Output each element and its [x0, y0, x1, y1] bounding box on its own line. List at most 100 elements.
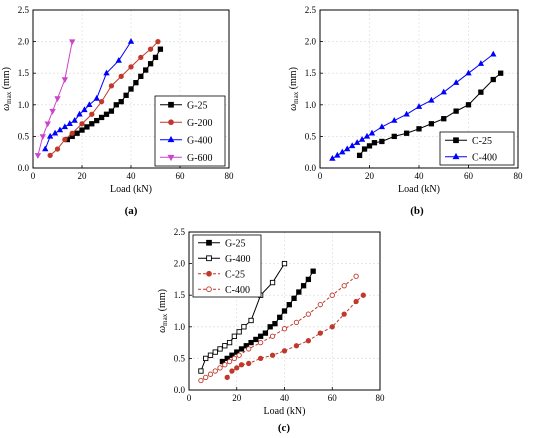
data-point	[360, 292, 366, 298]
series-c-400	[198, 273, 359, 384]
legend-label: G-600	[187, 153, 213, 164]
series-c-400	[329, 50, 497, 161]
data-point	[198, 377, 204, 384]
y-axis-label-unit: (mm)	[288, 67, 299, 92]
data-point	[212, 368, 218, 374]
data-point	[203, 355, 209, 362]
legend-label: G-400	[187, 135, 213, 146]
data-point	[490, 76, 496, 83]
data-point	[293, 319, 300, 326]
data-point	[300, 283, 307, 289]
data-point	[231, 355, 238, 362]
data-point	[79, 127, 85, 133]
data-point	[391, 117, 398, 123]
data-point	[74, 130, 80, 136]
data-point	[281, 348, 288, 354]
data-point	[54, 96, 61, 103]
data-point	[115, 56, 122, 63]
data-point	[363, 132, 371, 139]
x-axis-label: Load (kN)	[110, 184, 152, 195]
data-point	[39, 134, 46, 140]
x-tick-label: 40	[415, 171, 425, 181]
data-point	[98, 114, 105, 121]
data-point	[113, 102, 119, 108]
x-tick-label: 20	[365, 171, 375, 181]
data-point	[272, 320, 278, 327]
legend-frame	[439, 131, 515, 166]
data-point	[203, 374, 209, 381]
data-point	[428, 96, 435, 103]
chart-panel-1: 0 20 40 60 80 0.0 0.5 1.0 1.5 2.0 2.5 Load (kN) ωmax…	[1, 5, 234, 217]
data-point	[465, 69, 472, 76]
legend-label: G-400	[225, 254, 251, 265]
data-point	[236, 352, 242, 358]
x-tick-label: 80	[225, 171, 235, 181]
data-point	[231, 333, 238, 339]
data-point	[353, 273, 359, 279]
y-tick-label: 1.0	[305, 100, 317, 110]
data-point	[329, 292, 335, 298]
x-tick-label: 0	[31, 171, 36, 181]
legend-marker	[453, 137, 459, 144]
x-axis-label: Load (kN)	[398, 184, 440, 195]
data-point	[138, 54, 144, 61]
data-point	[147, 61, 154, 67]
x-tick-label: 80	[376, 393, 386, 403]
data-point	[118, 98, 124, 105]
y-tick-label: 2.0	[305, 37, 317, 47]
data-point	[305, 276, 312, 283]
data-point	[262, 330, 269, 336]
y-axis-label-symbol: ω	[1, 104, 12, 111]
data-point	[152, 54, 159, 61]
y-tick-label: 0.5	[305, 131, 317, 141]
data-point	[94, 117, 100, 124]
data-point	[47, 152, 53, 159]
data-point	[341, 283, 347, 289]
data-point	[246, 360, 252, 367]
data-point	[238, 362, 245, 368]
data-point	[257, 339, 264, 346]
data-point	[93, 94, 100, 101]
x-tick-label: 0	[187, 393, 192, 403]
data-point	[108, 108, 115, 114]
data-point	[103, 111, 110, 117]
data-point	[222, 362, 228, 368]
data-point	[428, 121, 435, 127]
data-point	[127, 38, 135, 44]
data-point	[465, 102, 472, 108]
y-tick-label: 1.0	[18, 100, 30, 110]
data-point	[269, 352, 276, 358]
y-axis-label-subscript: max	[161, 313, 169, 326]
data-point	[79, 121, 85, 127]
data-point	[66, 120, 73, 126]
data-point	[296, 289, 302, 295]
x-tick-label: 0	[318, 171, 323, 181]
x-tick-label: 60	[176, 171, 186, 181]
data-point	[291, 295, 297, 302]
x-tick-label: 20	[232, 393, 242, 403]
y-tick-label: 1.0	[174, 322, 186, 332]
data-point	[198, 368, 204, 374]
data-point	[128, 64, 134, 70]
legend-marker	[167, 135, 175, 143]
legend-marker	[168, 119, 174, 126]
y-tick-label: 2.5	[18, 5, 30, 15]
series-line-g-400	[44, 41, 132, 150]
data-point	[391, 133, 397, 140]
data-point	[71, 117, 78, 123]
y-axis-label-symbol: ω	[288, 104, 299, 111]
y-tick-label: 1.5	[18, 68, 30, 78]
data-point	[236, 329, 242, 335]
panel-label: (c)	[278, 422, 291, 434]
data-point	[86, 101, 93, 108]
panel-label: (b)	[410, 205, 424, 217]
data-point	[128, 86, 134, 92]
data-point	[366, 143, 373, 149]
x-tick-label: 20	[78, 171, 88, 181]
legend: G-25 G-200 G-400 G-600	[154, 95, 226, 167]
legend-marker	[452, 152, 460, 160]
y-axis-label-unit: (mm)	[157, 289, 168, 314]
panel-label: (a)	[125, 205, 138, 217]
y-tick-label: 2.0	[18, 37, 30, 47]
legend-marker	[168, 101, 174, 108]
